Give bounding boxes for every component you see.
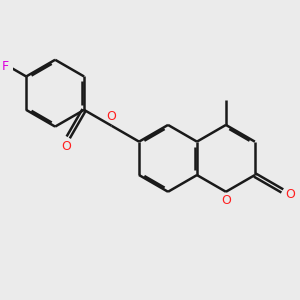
Text: O: O — [61, 140, 71, 153]
Text: O: O — [285, 188, 295, 201]
Text: O: O — [106, 110, 116, 123]
Text: F: F — [1, 60, 8, 73]
Text: O: O — [221, 194, 231, 207]
